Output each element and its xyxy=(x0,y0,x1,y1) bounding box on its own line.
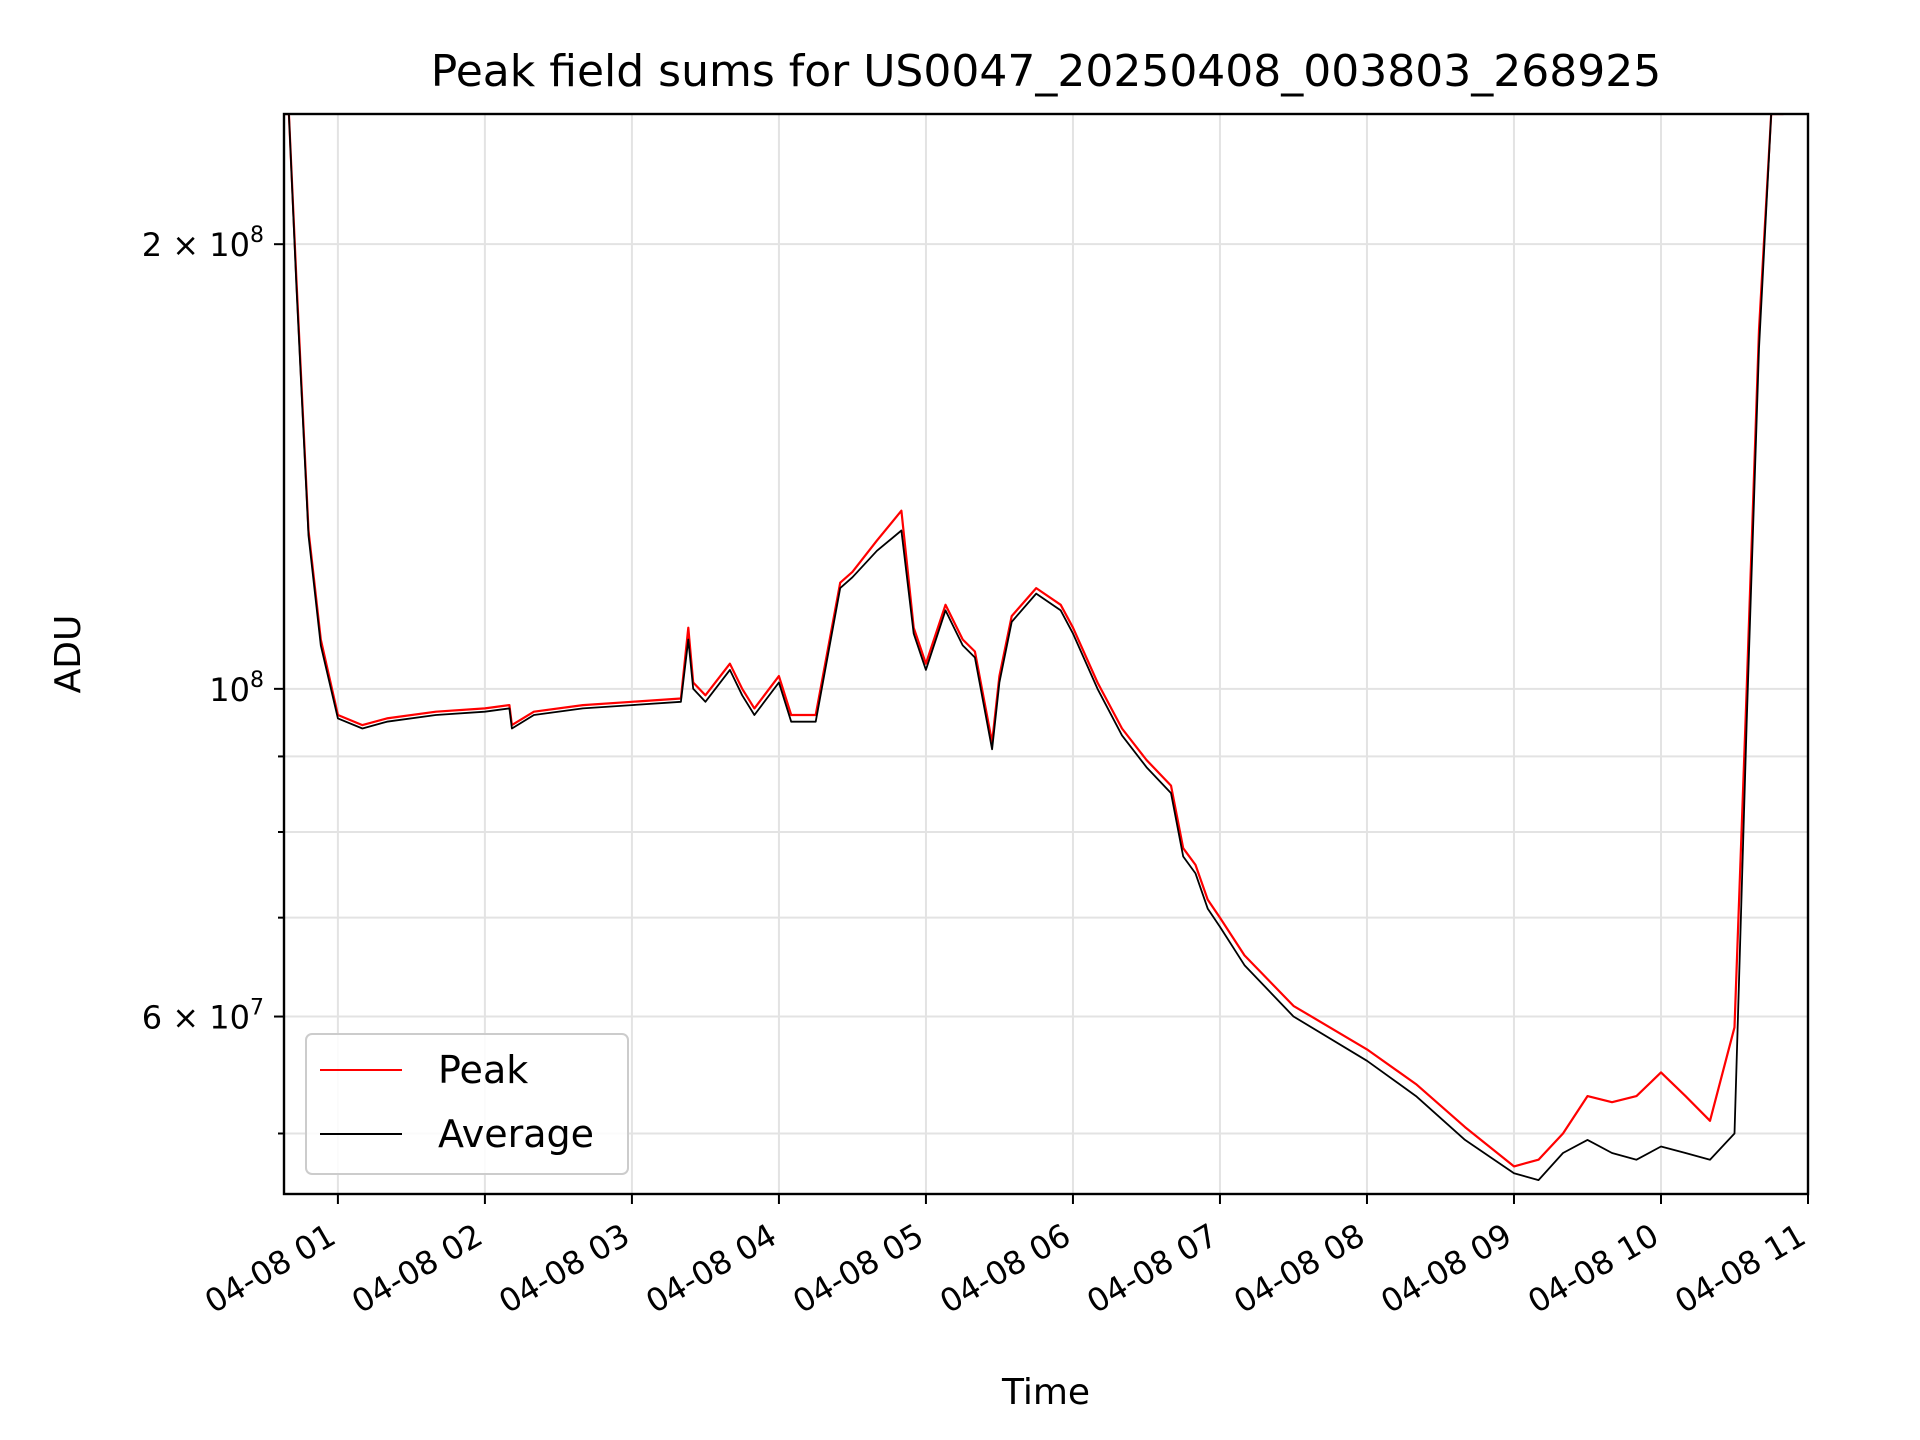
legend-label-peak: Peak xyxy=(438,1048,528,1092)
y-tick-label: 6 × 107 xyxy=(142,996,264,1037)
y-tick-label: 108 xyxy=(209,668,264,709)
plot-frame xyxy=(282,112,1810,1196)
series-line-average xyxy=(284,114,1784,1181)
y-tick-label: 2 × 108 xyxy=(142,223,264,264)
legend-label-average: Average xyxy=(438,1112,594,1156)
chart-title: Peak field sums for US0047_20250408_0038… xyxy=(431,46,1661,97)
y-axis-label: ADU xyxy=(48,615,89,694)
series-group xyxy=(284,114,1784,1181)
y-axis: 6 × 107 108 2 × 108 xyxy=(142,223,284,1135)
x-axis-label: Time xyxy=(1001,1372,1090,1413)
legend: Peak Average xyxy=(305,1033,629,1175)
series-layer xyxy=(284,114,1784,1181)
